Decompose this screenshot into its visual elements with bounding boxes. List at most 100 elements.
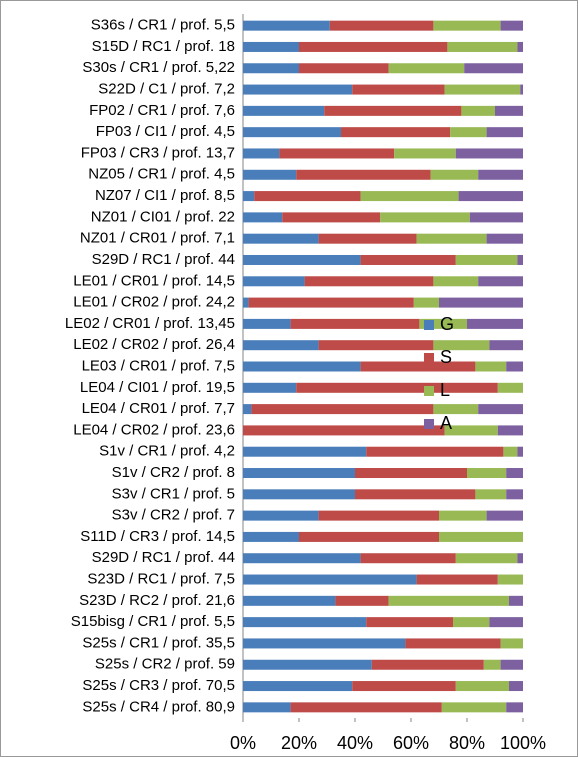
bar-segment <box>243 574 417 585</box>
bar-segment <box>503 446 518 457</box>
legend-label: S <box>440 347 452 367</box>
bar-segment <box>467 318 523 329</box>
bar-segment <box>243 148 280 159</box>
bar-segment <box>360 553 456 564</box>
bar-segment <box>371 659 484 670</box>
bar-segment <box>478 276 523 287</box>
bar-segment <box>483 659 501 670</box>
bar-segment <box>500 638 523 649</box>
bar-segment <box>433 276 479 287</box>
bar-segment <box>489 617 523 628</box>
bar-segment <box>243 446 367 457</box>
bar-segment <box>318 233 417 244</box>
y-tick-label: S25s / CR4 / prof. 80,9 <box>82 698 235 715</box>
bar-segment <box>433 340 490 351</box>
bar-segment <box>352 84 445 95</box>
legend-label: A <box>440 413 452 433</box>
bar-segment <box>243 659 372 670</box>
bar-segment <box>413 297 439 308</box>
bar-segment <box>405 638 501 649</box>
y-tick-label: LE04 / CR02 / prof. 23,6 <box>73 421 235 438</box>
bar-segment <box>478 169 523 180</box>
bar-segment <box>506 468 523 479</box>
bar-segment <box>243 212 283 223</box>
bar-segment <box>450 127 487 138</box>
bar-segment <box>248 297 414 308</box>
bar-segment <box>517 254 523 265</box>
x-tick-label: 0% <box>230 733 256 753</box>
bar-segment <box>366 617 453 628</box>
bar-segment <box>486 127 523 138</box>
bar-segment <box>455 148 523 159</box>
bar-segment <box>433 20 501 31</box>
x-tick-label: 100% <box>500 733 546 753</box>
bar-segment <box>497 382 523 393</box>
bar-segment <box>461 105 495 116</box>
bar-segment <box>243 233 319 244</box>
bar-segment <box>495 105 523 116</box>
bar-segment <box>243 41 299 52</box>
y-tick-label: S11D / CR3 / prof. 14,5 <box>80 528 235 545</box>
bar-segment <box>509 681 523 692</box>
y-tick-label: S29D / RC1 / prof. 44 <box>92 251 235 268</box>
y-tick-label: FP03 / CI1 / prof. 4,5 <box>96 123 235 140</box>
bar-segment <box>243 404 252 415</box>
bar-segment <box>299 63 389 74</box>
bar-segment <box>243 425 445 436</box>
bar-segment <box>243 681 353 692</box>
bar-segment <box>296 169 431 180</box>
bar-segment <box>506 489 523 500</box>
bar-segment <box>517 41 523 52</box>
y-tick-label: S25s / CR3 / prof. 70,5 <box>82 677 235 694</box>
bar-segment <box>506 361 523 372</box>
y-tick-label: LE01 / CR02 / prof. 24,2 <box>73 294 235 311</box>
bar-segment <box>243 382 297 393</box>
bar-segment <box>478 404 523 415</box>
bar-segment <box>243 84 353 95</box>
bar-segment <box>506 702 523 713</box>
bar-segment <box>324 105 462 116</box>
bar-segment <box>304 276 434 287</box>
bar-segment <box>388 63 465 74</box>
bar-segment <box>489 340 523 351</box>
y-tick-label: S1v / CR2 / prof. 8 <box>112 464 235 481</box>
y-tick-label: S3v / CR1 / prof. 5 <box>112 485 235 502</box>
bar-segment <box>453 617 490 628</box>
bar-segment <box>352 681 456 692</box>
bar-segment <box>296 382 498 393</box>
bar-segment <box>430 169 479 180</box>
bar-segment <box>243 297 249 308</box>
legend-swatch <box>424 353 434 363</box>
bar-segment <box>475 361 507 372</box>
y-tick-label: S22D / C1 / prof. 7,2 <box>98 81 235 98</box>
bar-segment <box>455 681 509 692</box>
bar-segment <box>486 233 523 244</box>
bar-segment <box>394 148 456 159</box>
bar-segment <box>243 531 299 542</box>
bar-segment <box>444 84 521 95</box>
y-tick-label: NZ07 / CI1 / prof. 8,5 <box>95 187 235 204</box>
y-tick-label: S1v / CR1 / prof. 4,2 <box>99 443 235 460</box>
bar-segment <box>388 595 509 606</box>
y-tick-label: NZ01 / CI01 / prof. 22 <box>91 208 235 225</box>
bar-segment <box>279 148 395 159</box>
y-tick-label: S3v / CR2 / prof. 7 <box>112 507 235 524</box>
bar-segment <box>464 63 523 74</box>
y-tick-label: FP03 / CR3 / prof. 13,7 <box>81 144 235 161</box>
legend-label: L <box>440 380 450 400</box>
y-tick-label: LE04 / CR01 / prof. 7,7 <box>82 400 235 417</box>
bar-segment <box>254 191 361 202</box>
bar-segment <box>500 659 523 670</box>
bar-segment <box>497 425 523 436</box>
bar-segment <box>433 404 479 415</box>
bar-segment <box>243 617 367 628</box>
bar-segment <box>251 404 434 415</box>
bar-segment <box>243 595 336 606</box>
bar-segment <box>467 468 507 479</box>
bar-segment <box>243 105 325 116</box>
bar-segment <box>243 510 319 521</box>
bar-segment <box>329 20 434 31</box>
legend-swatch <box>424 320 434 330</box>
bar-segment <box>282 212 381 223</box>
